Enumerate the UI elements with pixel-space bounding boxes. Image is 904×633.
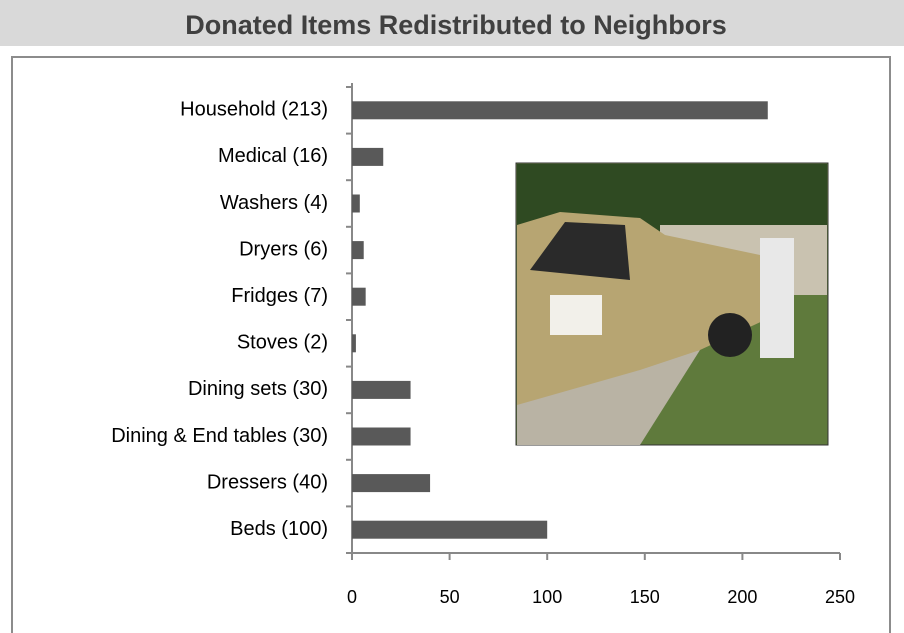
bar (352, 474, 431, 493)
y-tick-label: Fridges (7) (231, 285, 328, 307)
x-tick-label: 200 (727, 587, 757, 607)
x-tick-label: 250 (825, 587, 855, 607)
bar (352, 520, 548, 539)
photo-sign (550, 295, 602, 335)
photo-window (530, 222, 630, 280)
bar (352, 194, 360, 213)
y-tick-label: Dining & End tables (30) (111, 425, 328, 447)
photo-wheel (708, 313, 752, 357)
y-tick-label: Dining sets (30) (188, 378, 328, 400)
bar (352, 241, 364, 260)
x-tick-label: 50 (440, 587, 460, 607)
bar (352, 101, 768, 120)
photo (515, 162, 829, 446)
photo-person (760, 238, 794, 358)
bar (352, 147, 384, 166)
y-tick-label: Washers (4) (220, 192, 328, 214)
y-tick-label: Dryers (6) (239, 238, 328, 260)
title-band (0, 0, 904, 46)
photo-driveway (517, 350, 700, 445)
y-tick-label: Stoves (2) (237, 332, 328, 354)
x-tick-label: 150 (630, 587, 660, 607)
bar (352, 380, 411, 399)
bar (352, 287, 366, 306)
x-tick-label: 0 (347, 587, 357, 607)
y-tick-label: Household (213) (180, 99, 328, 121)
bar (352, 334, 356, 353)
bar (352, 427, 411, 446)
y-tick-label: Dressers (40) (207, 471, 328, 493)
chart-title: Donated Items Redistributed to Neighbors (185, 10, 727, 40)
y-tick-label: Beds (100) (230, 518, 328, 540)
x-tick-label: 100 (532, 587, 562, 607)
y-tick-label: Medical (16) (218, 145, 328, 167)
